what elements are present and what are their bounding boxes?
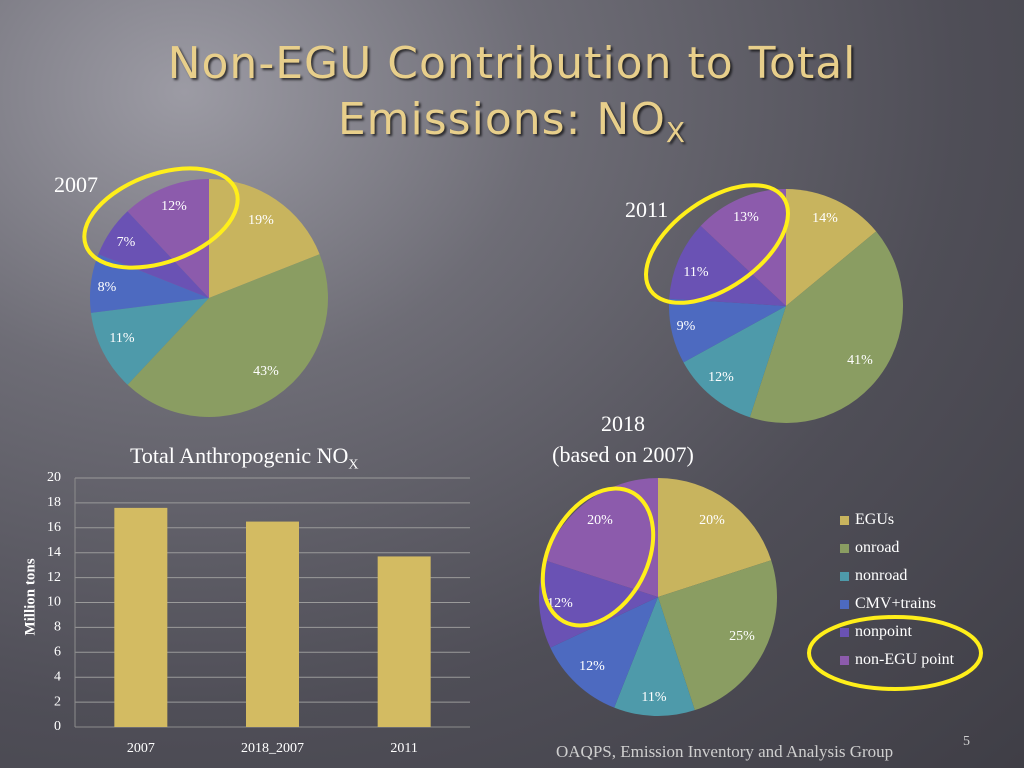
bar-y-axis-label: Million tons bbox=[22, 558, 38, 635]
pie-2007-slice-onroad bbox=[127, 254, 328, 418]
pie-2007-slice-cmv-trains bbox=[90, 254, 209, 313]
legend-swatch bbox=[840, 571, 849, 581]
bar-y-tick-label: 20 bbox=[47, 470, 61, 485]
bar-category-label-2018-2007: 2018_2007 bbox=[241, 741, 304, 756]
legend-item-egus: EGUs bbox=[840, 506, 954, 534]
bar-2011 bbox=[377, 556, 431, 727]
pie-2018-slice-onroad bbox=[658, 560, 777, 711]
pie-2011-label-non-egu-point: 13% bbox=[733, 210, 759, 225]
pie-2007-label-cmv-trains: 8% bbox=[98, 280, 117, 295]
pie-2018-slice-egus bbox=[658, 478, 772, 597]
pie-chart-2007: 19% 43% 11% 8% 7% 12% bbox=[90, 179, 328, 418]
pie-chart-2018: 20% 25% 11% 12% 12% 20% bbox=[538, 478, 777, 716]
pie-2007-title: 2007 bbox=[54, 172, 98, 197]
pie-2007-label-non-egu-point: 12% bbox=[161, 199, 187, 214]
pie-2011-title: 2011 bbox=[625, 197, 669, 222]
bar-y-tick-label: 10 bbox=[47, 595, 61, 610]
pie-2011-slice-onroad bbox=[749, 231, 903, 423]
bar-category-label-2011: 2011 bbox=[390, 741, 417, 756]
legend-label: CMV+trains bbox=[855, 595, 937, 612]
pie-2011-slice-nonpoint bbox=[669, 225, 786, 306]
pie-2018-title: 2018 (based on 2007) bbox=[528, 408, 718, 470]
pie-2011-label-cmv-trains: 9% bbox=[677, 319, 696, 334]
bar-category-label-2007: 2007 bbox=[127, 741, 155, 756]
pie-2018-slice-nonroad bbox=[614, 597, 695, 716]
highlight-ellipse-2011 bbox=[644, 183, 790, 305]
pie-2018-label-nonpoint: 12% bbox=[547, 596, 573, 611]
pie-2018-title-line1: 2018 bbox=[601, 411, 645, 436]
pie-2011-label-nonpoint: 11% bbox=[683, 265, 708, 280]
legend-item-onroad: onroad bbox=[840, 534, 954, 562]
legend-swatch bbox=[840, 627, 849, 637]
title-line-2: Emissions: NO bbox=[337, 94, 666, 145]
legend-label: onroad bbox=[855, 539, 900, 556]
pie-2018-slice-non-egu-point bbox=[544, 478, 658, 597]
legend-item-nonpoint: nonpoint bbox=[840, 618, 954, 646]
legend-swatch bbox=[840, 543, 849, 553]
bar-chart: 0 2 4 6 8 10 12 14 16 18 20 2007 2018_2007 2011 Millio… bbox=[22, 470, 470, 756]
pie-2018-label-egus: 20% bbox=[699, 513, 725, 528]
pie-2018-label-cmv-trains: 12% bbox=[579, 659, 605, 674]
legend-swatch bbox=[840, 599, 849, 609]
pie-2018-label-non-egu-point: 20% bbox=[587, 513, 613, 528]
pie-2007-label-nonroad: 11% bbox=[109, 331, 134, 346]
pie-2011-slice-nonroad bbox=[683, 306, 786, 418]
pie-2018-slice-cmv-trains bbox=[550, 597, 658, 708]
bar-2018-2007 bbox=[246, 521, 299, 727]
pie-2007-label-nonpoint: 7% bbox=[117, 235, 136, 250]
bar-y-tick-label: 0 bbox=[54, 719, 61, 734]
title-line-1: Non-EGU Contribution to Total bbox=[167, 38, 857, 89]
legend-label: nonroad bbox=[855, 567, 908, 584]
page-number: 5 bbox=[963, 734, 970, 749]
legend-swatch bbox=[840, 655, 849, 665]
bar-y-tick-label: 16 bbox=[47, 520, 61, 535]
bar-y-tick-label: 12 bbox=[47, 570, 61, 585]
bar-y-tick-label: 18 bbox=[47, 495, 61, 510]
pie-chart-2011: 14% 41% 12% 9% 11% 13% bbox=[669, 189, 903, 423]
bar-y-tick-label: 4 bbox=[54, 669, 61, 684]
bar-chart-title-subscript: X bbox=[348, 457, 359, 473]
pie-2007-slice-nonpoint bbox=[98, 211, 209, 298]
bar-y-tick-label: 14 bbox=[47, 545, 61, 560]
pie-2018-label-nonroad: 11% bbox=[641, 690, 666, 705]
footer-text: OAQPS, Emission Inventory and Analysis G… bbox=[556, 742, 894, 761]
bar-y-tick-label: 2 bbox=[54, 694, 61, 709]
pie-2007-label-egus: 19% bbox=[248, 213, 274, 228]
bar-chart-title-text: Total Anthropogenic NO bbox=[130, 443, 349, 468]
pie-2011-label-onroad: 41% bbox=[847, 353, 873, 368]
legend-item-cmv-trains: CMV+trains bbox=[840, 590, 954, 618]
pie-2011-slice-non-egu-point bbox=[700, 189, 786, 306]
slide-title: Non-EGU Contribution to Total Emissions:… bbox=[0, 36, 1024, 161]
pie-2007-slice-non-egu-point bbox=[127, 179, 209, 298]
legend-item-non-egu-point: non-EGU point bbox=[840, 646, 954, 674]
legend-label: non-EGU point bbox=[855, 651, 955, 668]
pie-2018-slice-nonpoint bbox=[538, 560, 658, 648]
pie-2011-slice-egus bbox=[786, 189, 877, 306]
highlight-ellipse-2018 bbox=[540, 486, 656, 628]
highlight-ellipse-legend bbox=[807, 615, 983, 691]
pie-2011-label-nonroad: 12% bbox=[708, 370, 734, 385]
title-subscript: X bbox=[665, 116, 687, 149]
pie-legend: EGUs onroad nonroad CMV+trains nonpoint non-E… bbox=[840, 506, 954, 674]
pie-2018-title-line2: (based on 2007) bbox=[552, 442, 694, 467]
legend-swatch bbox=[840, 515, 849, 525]
highlight-ellipse-2007 bbox=[82, 166, 240, 270]
pie-2007-slice-nonroad bbox=[90, 298, 209, 385]
legend-label: EGUs bbox=[855, 511, 895, 528]
pie-2011-label-egus: 14% bbox=[812, 211, 838, 226]
bar-chart-title: Total Anthropogenic NOX bbox=[130, 443, 359, 473]
legend-label: nonpoint bbox=[855, 623, 912, 640]
legend-item-nonroad: nonroad bbox=[840, 562, 954, 590]
pie-2018-label-onroad: 25% bbox=[729, 629, 755, 644]
bar-y-tick-label: 8 bbox=[54, 620, 61, 635]
pie-2011-slice-cmv-trains bbox=[669, 298, 786, 363]
pie-2007-label-onroad: 43% bbox=[253, 364, 279, 379]
highlight-ellipses bbox=[82, 166, 983, 691]
bar-y-tick-label: 6 bbox=[54, 645, 61, 660]
bar-2007 bbox=[114, 507, 168, 727]
